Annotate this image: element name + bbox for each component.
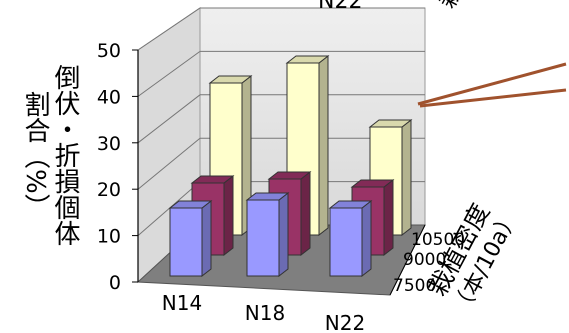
y-tick-label: 0 xyxy=(109,272,121,294)
gridline xyxy=(137,137,201,190)
svg-text:栽植密度 (本/10a): 栽植密度 (本/10a) xyxy=(435,0,543,13)
bar-N18-10500 xyxy=(285,54,330,237)
gridline xyxy=(137,181,201,236)
y-tick-label: 10 xyxy=(97,226,121,248)
bar-N18-7500 xyxy=(245,191,290,278)
category-label: N22 xyxy=(325,311,365,333)
depth-label: 7500 xyxy=(393,276,436,296)
y-tick-label: 20 xyxy=(97,179,121,201)
category-label: N18 xyxy=(245,301,285,325)
top-right-label: 栽植密度 (本/10a) xyxy=(435,0,543,13)
y-tick-label: 50 xyxy=(97,40,121,62)
gridline xyxy=(137,7,201,51)
y-axis-title: 倒伏・折損個体 割合（%） xyxy=(20,40,80,270)
y-tick-label: 40 xyxy=(97,86,121,108)
bar-N22-7500 xyxy=(328,199,373,278)
y-axis-title-line2: 割合（%） xyxy=(20,90,50,220)
category-axis: N14 N18 N22 xyxy=(162,291,365,333)
gridline xyxy=(137,50,201,97)
gridline xyxy=(137,94,201,144)
bar-N14-7500 xyxy=(168,199,213,278)
pointer-line-1 xyxy=(417,62,567,106)
y-axis: 0 10 20 30 40 50 xyxy=(97,40,139,294)
depth-label: 10500 xyxy=(411,230,465,250)
category-label: N14 xyxy=(162,291,202,315)
depth-label: 9000 xyxy=(403,250,446,270)
pointer-line-2 xyxy=(419,88,567,108)
depth-axis-line xyxy=(389,224,426,296)
bars xyxy=(168,54,413,278)
y-axis-title-line1: 倒伏・折損個体 xyxy=(50,64,80,246)
top-category-label: N22 xyxy=(318,0,362,14)
y-tick-label: 30 xyxy=(97,133,121,155)
